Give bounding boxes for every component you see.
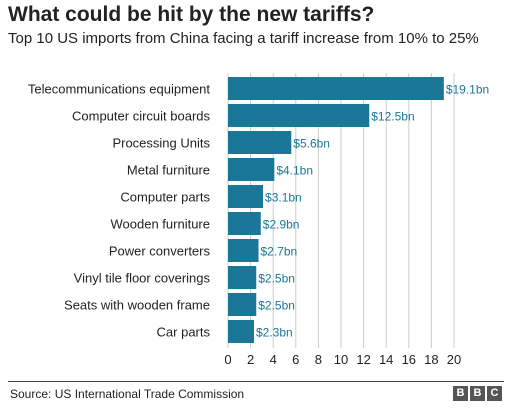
value-label: $2.7bn	[261, 245, 298, 259]
x-tick-label: 12	[356, 352, 370, 367]
bar	[228, 212, 261, 235]
bar	[228, 239, 259, 262]
category-label: Power converters	[109, 244, 211, 259]
logo-letter-b2: B	[470, 386, 485, 401]
bar	[228, 104, 370, 127]
category-label: Wooden furniture	[111, 217, 211, 232]
bar-chart: 0 2 4 6 8 10 12 14 16 18 20 Telecommunications equi…	[28, 73, 489, 367]
category-label: Computer parts	[120, 190, 210, 205]
value-label: $19.1bn	[446, 83, 489, 97]
value-label: $4.1bn	[276, 164, 313, 178]
chart-title: What could be hit by the new tariffs?	[8, 3, 375, 26]
value-label: $3.1bn	[265, 191, 302, 205]
value-label: $2.5bn	[258, 299, 295, 313]
bar	[228, 185, 264, 208]
x-tick-label: 10	[334, 352, 348, 367]
value-label: $2.9bn	[263, 218, 300, 232]
x-tick-label: 4	[270, 352, 277, 367]
category-label: Metal furniture	[127, 163, 210, 178]
x-tick-label: 6	[292, 352, 299, 367]
category-label: Processing Units	[112, 136, 210, 151]
bar	[228, 266, 257, 289]
x-tick-label: 20	[447, 352, 461, 367]
x-tick-label: 16	[402, 352, 416, 367]
category-label: Car parts	[157, 325, 211, 340]
source-note: Source: US International Trade Commissio…	[10, 387, 245, 401]
value-label: $2.3bn	[256, 326, 293, 340]
bar	[228, 158, 275, 181]
x-tick-label: 2	[247, 352, 254, 367]
bar	[228, 293, 257, 316]
logo-letter-c: C	[487, 386, 502, 401]
x-tick-label: 14	[379, 352, 393, 367]
x-tick-label: 8	[315, 352, 322, 367]
x-tick-label: 18	[424, 352, 438, 367]
bar	[228, 77, 444, 100]
category-label: Computer circuit boards	[72, 109, 210, 124]
bbc-logo: B B C	[453, 386, 502, 401]
category-label: Telecommunications equipment	[28, 82, 210, 97]
category-label: Seats with wooden frame	[64, 298, 210, 313]
x-tick-label: 0	[224, 352, 231, 367]
category-label: Vinyl tile floor coverings	[74, 271, 211, 286]
bar	[228, 131, 292, 154]
footer-divider	[8, 381, 504, 382]
bar	[228, 320, 254, 343]
logo-letter-b1: B	[453, 386, 468, 401]
value-label: $2.5bn	[258, 272, 295, 286]
chart-subtitle: Top 10 US imports from China facing a ta…	[8, 30, 479, 47]
value-label: $12.5bn	[371, 110, 414, 124]
value-label: $5.6bn	[293, 137, 330, 151]
